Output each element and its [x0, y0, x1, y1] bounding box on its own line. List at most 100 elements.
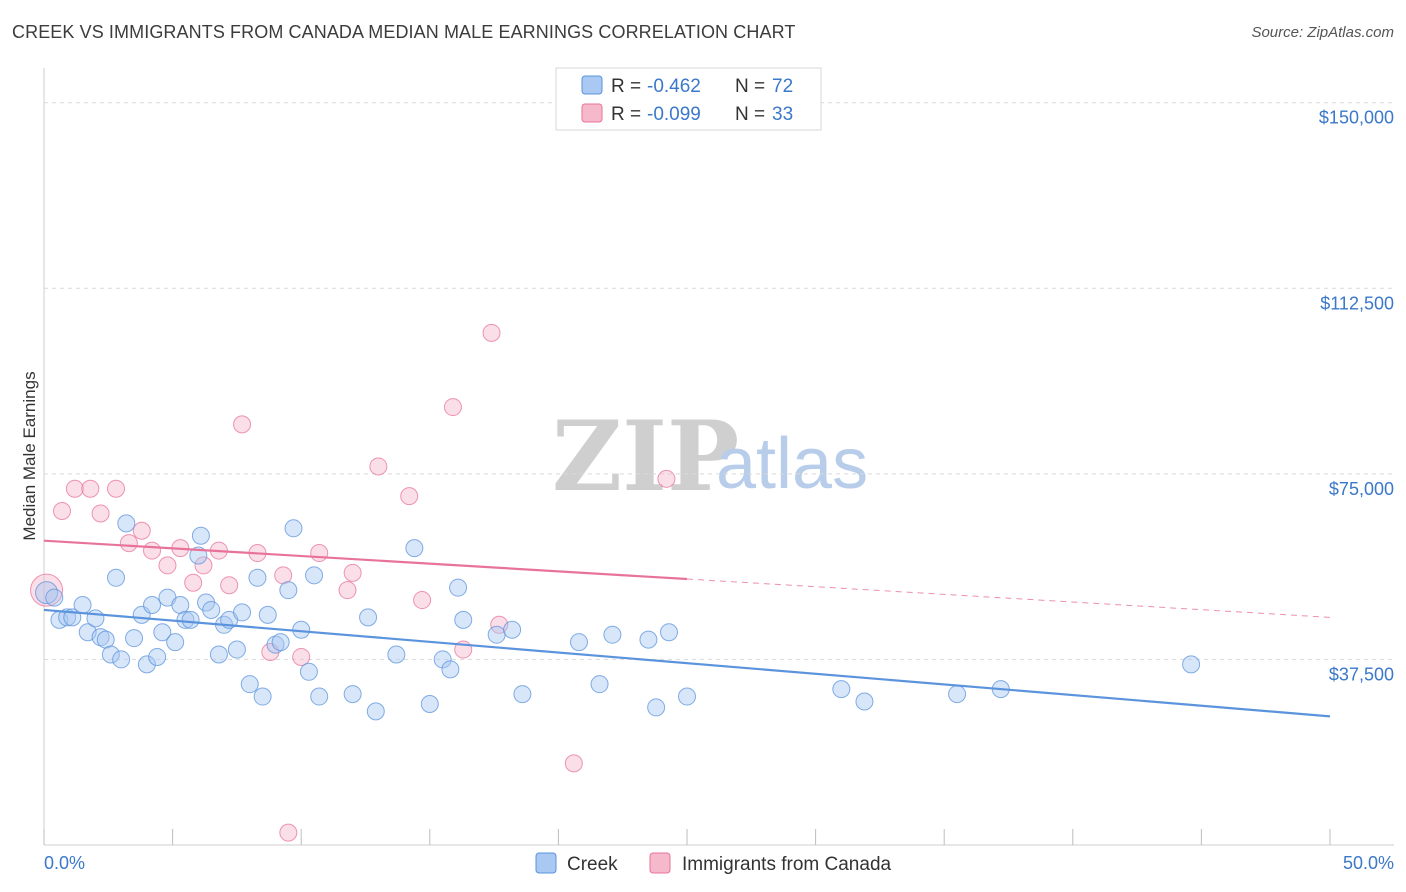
- point-creek[interactable]: [855, 692, 874, 711]
- point-canada[interactable]: [310, 544, 329, 563]
- point-creek[interactable]: [112, 650, 131, 669]
- point-creek[interactable]: [678, 687, 696, 706]
- point-creek[interactable]: [449, 578, 468, 597]
- point-canada[interactable]: [53, 501, 72, 520]
- series-creek: [35, 514, 1201, 721]
- legend-n-value-creek: 72: [772, 76, 793, 97]
- point-creek[interactable]: [305, 566, 324, 585]
- point-canada[interactable]: [233, 415, 252, 434]
- point-creek[interactable]: [209, 645, 228, 664]
- watermark-zip: ZIP: [552, 400, 739, 513]
- point-creek[interactable]: [35, 581, 59, 605]
- point-canada[interactable]: [132, 521, 151, 540]
- point-creek[interactable]: [590, 675, 609, 694]
- point-canada[interactable]: [119, 534, 138, 553]
- point-canada[interactable]: [279, 823, 298, 842]
- point-canada[interactable]: [30, 573, 64, 607]
- point-creek[interactable]: [253, 687, 272, 706]
- point-creek[interactable]: [359, 608, 378, 627]
- legend-r-value-canada: -0.099: [647, 104, 701, 125]
- point-creek[interactable]: [233, 603, 252, 622]
- point-creek[interactable]: [513, 685, 532, 704]
- point-canada[interactable]: [194, 556, 213, 575]
- point-creek[interactable]: [603, 625, 622, 644]
- point-creek[interactable]: [137, 655, 156, 674]
- point-creek[interactable]: [117, 514, 136, 533]
- point-creek[interactable]: [487, 625, 506, 644]
- point-creek[interactable]: [181, 610, 200, 629]
- point-creek[interactable]: [387, 645, 406, 664]
- point-canada[interactable]: [65, 479, 84, 498]
- legend-n-label-canada: N =: [735, 104, 765, 125]
- point-creek[interactable]: [148, 647, 167, 666]
- trend-line-extrapolated-canada: [686, 578, 1331, 618]
- point-creek[interactable]: [91, 628, 110, 647]
- point-creek[interactable]: [405, 539, 424, 558]
- point-canada[interactable]: [657, 469, 676, 488]
- point-canada[interactable]: [369, 457, 388, 476]
- watermark-atlas: atlas: [716, 424, 868, 504]
- point-canada[interactable]: [443, 398, 462, 417]
- point-creek[interactable]: [441, 660, 460, 679]
- y-tick-label: $37,500: [1329, 664, 1394, 684]
- point-creek[interactable]: [284, 519, 303, 538]
- point-creek[interactable]: [299, 662, 318, 681]
- point-creek[interactable]: [503, 620, 522, 639]
- point-creek[interactable]: [647, 698, 666, 717]
- legend-r-label-canada: R =: [611, 104, 641, 125]
- point-canada[interactable]: [220, 576, 239, 595]
- point-canada[interactable]: [81, 479, 100, 498]
- point-creek[interactable]: [73, 596, 92, 615]
- point-creek[interactable]: [659, 623, 678, 642]
- point-creek[interactable]: [420, 694, 439, 713]
- point-creek[interactable]: [343, 685, 362, 704]
- point-creek[interactable]: [45, 588, 64, 607]
- point-canada[interactable]: [107, 479, 126, 498]
- point-creek[interactable]: [248, 568, 267, 587]
- bottom-legend-label-creek[interactable]: Creek: [567, 854, 618, 875]
- x-tick-label-max: 50.0%: [1343, 853, 1394, 873]
- point-creek[interactable]: [101, 645, 120, 664]
- point-canada[interactable]: [184, 573, 203, 592]
- point-creek[interactable]: [366, 702, 385, 721]
- point-creek[interactable]: [189, 546, 208, 565]
- point-creek[interactable]: [107, 568, 126, 587]
- x-tick-label-min: 0.0%: [44, 853, 85, 873]
- point-canada[interactable]: [413, 591, 432, 610]
- point-canada[interactable]: [343, 563, 362, 582]
- point-creek[interactable]: [433, 650, 452, 669]
- point-creek[interactable]: [1182, 655, 1201, 674]
- point-creek[interactable]: [639, 630, 658, 649]
- point-canada[interactable]: [338, 581, 357, 600]
- point-canada[interactable]: [400, 487, 419, 506]
- point-creek[interactable]: [948, 685, 967, 704]
- point-creek[interactable]: [832, 680, 851, 699]
- point-creek[interactable]: [153, 623, 172, 642]
- point-canada[interactable]: [564, 754, 583, 773]
- point-creek[interactable]: [143, 596, 162, 615]
- y-tick-label: $112,500: [1320, 293, 1394, 313]
- point-creek[interactable]: [191, 526, 210, 545]
- point-creek[interactable]: [166, 633, 185, 652]
- point-creek[interactable]: [271, 633, 290, 652]
- point-creek[interactable]: [279, 581, 298, 600]
- point-creek[interactable]: [227, 640, 246, 659]
- series-layer: [30, 323, 1331, 842]
- point-creek[interactable]: [310, 687, 329, 706]
- point-creek[interactable]: [569, 633, 588, 652]
- point-canada[interactable]: [482, 323, 501, 342]
- point-canada[interactable]: [143, 541, 162, 560]
- point-canada[interactable]: [158, 556, 177, 575]
- point-creek[interactable]: [125, 629, 144, 648]
- bottom-legend-label-canada[interactable]: Immigrants from Canada: [682, 854, 892, 875]
- point-canada[interactable]: [91, 504, 110, 523]
- point-creek[interactable]: [240, 675, 259, 694]
- legend-r-label-creek: R =: [611, 76, 641, 97]
- point-creek[interactable]: [266, 635, 285, 654]
- point-creek[interactable]: [454, 610, 473, 629]
- point-creek[interactable]: [202, 600, 221, 619]
- point-canada[interactable]: [292, 647, 311, 666]
- point-creek[interactable]: [258, 605, 277, 624]
- stats-legend: R = -0.462 N = 72 R = -0.099 N = 33: [555, 67, 822, 131]
- point-creek[interactable]: [86, 609, 105, 628]
